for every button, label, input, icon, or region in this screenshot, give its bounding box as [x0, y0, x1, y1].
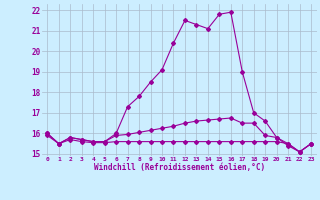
X-axis label: Windchill (Refroidissement éolien,°C): Windchill (Refroidissement éolien,°C)	[94, 163, 265, 172]
